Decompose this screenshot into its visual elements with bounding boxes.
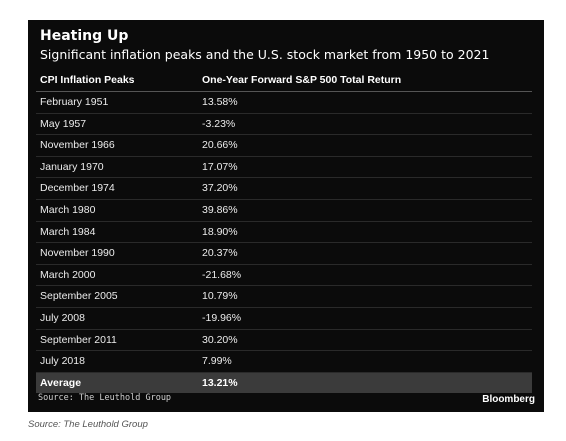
table-header-row: CPI Inflation Peaks One-Year Forward S&P… (36, 71, 532, 92)
return-value-cell: 13.58% (202, 96, 238, 108)
return-value-cell: -3.23% (202, 117, 236, 130)
table-row: February 1951 13.58% (36, 92, 532, 114)
peak-date-cell: September 2011 (40, 333, 117, 346)
table-row: July 2018 7.99% (36, 351, 532, 373)
table-row: November 1990 20.37% (36, 243, 532, 265)
peak-date-cell: November 1990 (40, 247, 115, 260)
peak-date-cell: March 2000 (40, 268, 96, 281)
return-value-cell: 10.79% (202, 290, 238, 303)
return-value-cell: -21.68% (202, 268, 242, 281)
average-row: Average 13.21% (36, 372, 532, 393)
table-row: March 1984 18.90% (36, 222, 532, 244)
table-row: March 1980 39.86% (36, 200, 532, 222)
table-row: March 2000 -21.68% (36, 265, 532, 287)
table-row: November 1966 20.66% (36, 135, 532, 157)
data-table: CPI Inflation Peaks One-Year Forward S&P… (36, 71, 532, 393)
chart-subtitle: Significant inflation peaks and the U.S.… (40, 47, 490, 62)
return-value-cell: 7.99% (202, 355, 232, 368)
average-label: Average (40, 376, 82, 389)
table-body: February 1951 13.58% May 1957 -3.23% Novembe… (36, 92, 532, 373)
peak-date-cell: May 1957 (40, 117, 87, 130)
peak-date-cell: July 2018 (40, 355, 85, 368)
return-value-cell: 30.20% (202, 333, 238, 346)
return-value-cell: 18.90% (202, 225, 238, 238)
table-row: January 1970 17.07% (36, 157, 532, 179)
peak-date-cell: March 1980 (40, 203, 96, 216)
source-note-inner: Source: The Leuthold Group (38, 393, 172, 403)
table-row: September 2005 10.79% (36, 286, 532, 308)
chart-title: Heating Up (40, 28, 129, 44)
return-value-cell: 20.37% (202, 247, 238, 260)
peak-date-cell: January 1970 (40, 160, 104, 173)
return-value-cell: 20.66% (202, 139, 238, 152)
table-row: July 2008 -19.96% (36, 308, 532, 330)
table-row: May 1957 -3.23% (36, 114, 532, 136)
chart-card: Heating Up Significant inflation peaks a… (28, 20, 544, 412)
peak-date-cell: July 2008 (40, 311, 85, 324)
return-value-cell: 17.07% (202, 160, 238, 173)
table-row: September 2011 30.20% (36, 330, 532, 352)
column-header-return: One-Year Forward S&P 500 Total Return (202, 74, 402, 86)
column-header-peaks: CPI Inflation Peaks (40, 74, 135, 86)
peak-date-cell: February 1951 (40, 96, 109, 108)
peak-date-cell: November 1966 (40, 139, 115, 152)
return-value-cell: -19.96% (202, 311, 242, 324)
source-caption: Source: The Leuthold Group (28, 419, 148, 430)
bloomberg-logo: Bloomberg (482, 394, 535, 405)
peak-date-cell: September 2005 (40, 290, 118, 303)
peak-date-cell: December 1974 (40, 182, 115, 195)
average-value: 13.21% (202, 376, 238, 389)
table-row: December 1974 37.20% (36, 178, 532, 200)
peak-date-cell: March 1984 (40, 225, 96, 238)
return-value-cell: 37.20% (202, 182, 238, 195)
return-value-cell: 39.86% (202, 203, 238, 216)
